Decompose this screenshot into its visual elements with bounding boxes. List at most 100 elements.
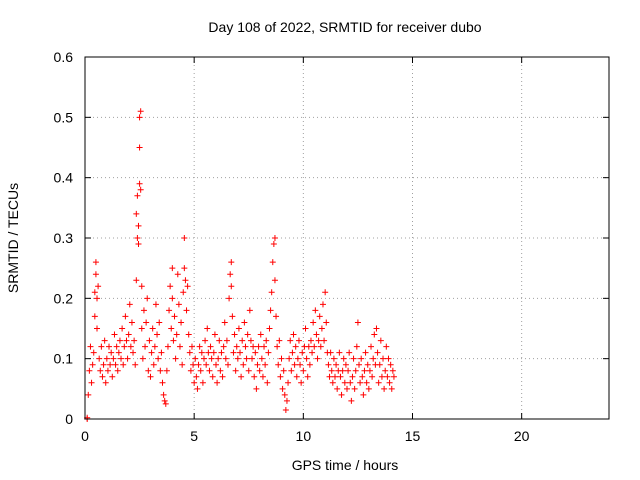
data-point	[293, 373, 300, 380]
data-point	[229, 313, 236, 320]
data-point	[162, 400, 169, 407]
data-point	[390, 373, 397, 380]
data-point	[140, 307, 147, 314]
data-point	[92, 271, 99, 278]
data-point	[348, 397, 355, 404]
data-point	[135, 222, 142, 229]
data-point	[164, 343, 171, 350]
data-point	[200, 355, 207, 362]
data-point	[104, 367, 111, 374]
data-point	[169, 295, 176, 302]
data-point	[193, 373, 200, 380]
data-point	[366, 367, 373, 374]
ticks	[84, 56, 609, 420]
data-point	[204, 325, 211, 332]
data-point	[385, 355, 392, 362]
data-point	[218, 349, 225, 356]
data-point	[307, 337, 314, 344]
data-point	[309, 349, 316, 356]
data-point	[128, 319, 135, 326]
data-point	[290, 331, 297, 338]
data-point	[136, 180, 143, 187]
data-point	[194, 385, 201, 392]
y-axis-label: SRMTID / TECUs	[5, 183, 21, 293]
x-tick-label: 15	[405, 428, 421, 444]
data-point	[203, 361, 210, 368]
data-point	[209, 373, 216, 380]
data-point	[264, 379, 271, 386]
data-point	[186, 349, 193, 356]
data-point	[278, 355, 285, 362]
data-point	[341, 379, 348, 386]
data-point	[326, 373, 333, 380]
data-point	[297, 361, 304, 368]
data-point	[149, 325, 156, 332]
data-point	[110, 355, 117, 362]
data-point	[350, 355, 357, 362]
data-point	[276, 337, 283, 344]
data-point	[298, 379, 305, 386]
data-point	[147, 373, 154, 380]
data-point	[364, 361, 371, 368]
data-point	[223, 337, 230, 344]
data-point	[228, 259, 235, 266]
data-point	[214, 379, 221, 386]
data-point	[173, 331, 180, 338]
data-point	[360, 391, 367, 398]
grid	[85, 57, 609, 419]
data-point	[216, 337, 223, 344]
data-point	[139, 355, 146, 362]
data-point	[227, 271, 234, 278]
data-point	[155, 355, 162, 362]
data-point	[294, 355, 301, 362]
data-point	[163, 367, 170, 374]
data-point	[383, 343, 390, 350]
data-point	[389, 367, 396, 374]
data-point	[207, 343, 214, 350]
data-point	[299, 349, 306, 356]
data-point	[291, 361, 298, 368]
data-point	[375, 379, 382, 386]
data-point	[253, 385, 260, 392]
data-point	[265, 349, 272, 356]
data-point	[277, 373, 284, 380]
data-point	[292, 343, 299, 350]
data-point	[156, 319, 163, 326]
data-point	[354, 319, 361, 326]
data-point	[271, 277, 278, 284]
data-point	[338, 391, 345, 398]
data-point	[321, 337, 328, 344]
data-point	[232, 367, 239, 374]
data-point	[136, 144, 143, 151]
data-point	[303, 355, 310, 362]
data-point	[178, 319, 185, 326]
data-point	[166, 307, 173, 314]
data-point	[142, 343, 149, 350]
data-point	[157, 367, 164, 374]
data-point	[138, 325, 145, 332]
data-point	[123, 337, 130, 344]
data-point	[150, 361, 157, 368]
data-point	[138, 283, 145, 290]
data-point	[243, 355, 250, 362]
data-point	[179, 361, 186, 368]
data-point	[262, 361, 269, 368]
data-point	[111, 331, 118, 338]
data-point	[373, 325, 380, 332]
data-point	[382, 367, 389, 374]
data-point	[275, 361, 282, 368]
data-point	[268, 289, 275, 296]
data-point	[144, 295, 151, 302]
data-point	[116, 337, 123, 344]
data-point	[377, 337, 384, 344]
data-point	[359, 373, 366, 380]
data-point	[135, 241, 142, 248]
data-point	[242, 343, 249, 350]
data-point	[283, 397, 290, 404]
data-point	[363, 379, 370, 386]
data-point	[198, 349, 205, 356]
data-point	[270, 241, 277, 248]
data-point	[175, 301, 182, 308]
data-point	[261, 343, 268, 350]
data-point	[337, 373, 344, 380]
